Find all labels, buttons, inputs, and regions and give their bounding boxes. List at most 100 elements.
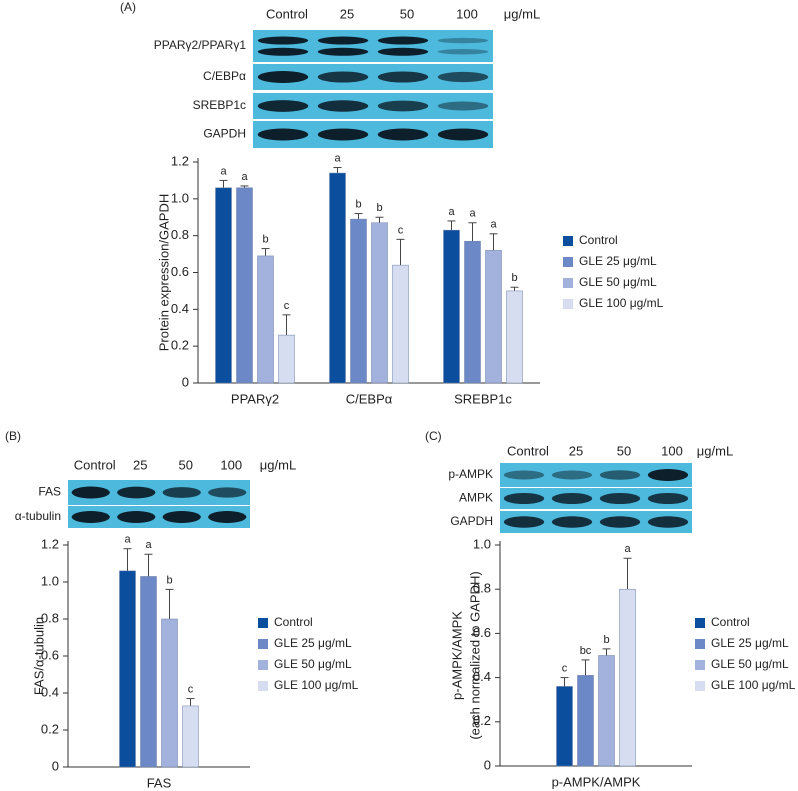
- bar: [257, 255, 274, 384]
- y-tick-label: 1.0: [41, 573, 59, 588]
- blot-band: [551, 492, 593, 505]
- y-tick-label: 0.6: [473, 625, 491, 640]
- bar: [215, 187, 232, 384]
- legend-label: Control: [274, 615, 313, 629]
- lane-label: 100: [661, 443, 683, 458]
- blot-band: [208, 487, 247, 498]
- bar: [506, 290, 523, 384]
- blot-row-label: GAPDH: [203, 127, 246, 141]
- significance-label: b: [511, 272, 517, 284]
- blot-band: [551, 470, 593, 480]
- blot-row-label: AMPK: [459, 491, 493, 505]
- legend-label: GLE 100 μg/mL: [579, 296, 664, 310]
- y-tick-label: 0.6: [171, 264, 189, 279]
- legend-label: GLE 50 μg/mL: [274, 657, 352, 671]
- blot-band: [71, 511, 110, 523]
- lane-label: 50: [400, 6, 414, 21]
- blot-band: [257, 71, 309, 83]
- lane-label: 50: [179, 457, 193, 472]
- bar: [619, 588, 636, 767]
- y-tick-label: 0.8: [41, 610, 59, 625]
- significance-label: b: [355, 198, 361, 210]
- legend-swatch: [258, 660, 268, 670]
- x-tick-label: p-AMPK/AMPK: [552, 774, 641, 789]
- x-tick-label: SREBP1c: [454, 391, 512, 406]
- blot-band: [437, 37, 489, 44]
- blot-band: [162, 487, 201, 498]
- y-tick-label: 0.8: [473, 581, 491, 596]
- significance-label: b: [262, 233, 268, 245]
- blot-band: [503, 516, 545, 528]
- legend-swatch: [563, 278, 573, 288]
- y-tick-label: 0.2: [171, 338, 189, 353]
- lane-label: 100: [456, 6, 478, 21]
- significance-label: a: [145, 539, 152, 551]
- lane-label: 25: [340, 6, 354, 21]
- legend-swatch: [258, 618, 268, 628]
- legend-label: Control: [711, 615, 750, 629]
- blot-band: [377, 47, 429, 56]
- lane-label: Control: [507, 443, 549, 458]
- y-axis-label: Protein expression/GAPDH: [156, 194, 171, 352]
- significance-label: a: [124, 534, 131, 546]
- panel-label: (C): [425, 429, 442, 443]
- blot-band: [117, 486, 156, 499]
- significance-label: c: [562, 663, 568, 675]
- y-tick-label: 0.8: [171, 227, 189, 242]
- bar: [371, 222, 388, 384]
- legend-swatch: [695, 681, 705, 691]
- y-tick-label: 0.4: [473, 669, 491, 684]
- unit-label: μg/mL: [504, 6, 540, 21]
- y-tick-label: 1.0: [473, 536, 491, 551]
- y-tick-label: 0: [52, 758, 59, 773]
- legend-swatch: [563, 257, 573, 267]
- legend-swatch: [695, 618, 705, 628]
- significance-label: a: [469, 208, 476, 220]
- lane-label: 25: [133, 457, 147, 472]
- significance-label: a: [624, 543, 631, 555]
- y-tick-label: 0.2: [473, 713, 491, 728]
- y-tick-label: 0: [182, 374, 189, 389]
- y-tick-label: 1.2: [171, 153, 189, 168]
- legend-label: GLE 100 μg/mL: [274, 678, 359, 692]
- bar: [392, 264, 409, 384]
- y-axis-label: p-AMPK/AMPK: [449, 611, 464, 700]
- blot-band: [377, 36, 429, 45]
- blot-row-label: α-tubulin: [15, 509, 61, 523]
- significance-label: b: [376, 202, 382, 214]
- panel-label: (B): [5, 429, 21, 443]
- lane-label: 50: [617, 443, 631, 458]
- blot-band: [437, 71, 489, 83]
- blot-band: [647, 492, 689, 505]
- legend-swatch: [258, 681, 268, 691]
- blot-band: [551, 516, 593, 528]
- lane-label: 100: [220, 457, 242, 472]
- y-tick-label: 1.0: [171, 190, 189, 205]
- lane-label: Control: [74, 457, 116, 472]
- blot-band: [257, 100, 309, 112]
- significance-label: a: [241, 171, 248, 183]
- blot-row-label: SREBP1c: [193, 98, 246, 112]
- legend-label: GLE 25 μg/mL: [711, 636, 789, 650]
- bar: [329, 172, 346, 384]
- y-axis-label: FAS/α-tubulin: [31, 617, 46, 695]
- blot-band: [599, 516, 641, 528]
- y-tick-label: 0: [484, 757, 491, 772]
- y-tick-label: 0.6: [41, 647, 59, 662]
- blot-band: [647, 516, 689, 528]
- blot-band: [503, 470, 545, 480]
- bar: [598, 655, 615, 767]
- legend-label: GLE 25 μg/mL: [579, 254, 657, 268]
- y-tick-label: 0.4: [171, 301, 189, 316]
- significance-label: a: [490, 219, 497, 231]
- blot-band: [257, 128, 309, 141]
- x-tick-label: FAS: [147, 775, 172, 790]
- bar: [577, 675, 594, 767]
- blot-band: [208, 511, 247, 523]
- significance-label: c: [188, 683, 194, 695]
- blot-band: [503, 492, 545, 505]
- significance-label: b: [603, 634, 609, 646]
- bar: [350, 218, 367, 384]
- blot-band: [317, 71, 369, 83]
